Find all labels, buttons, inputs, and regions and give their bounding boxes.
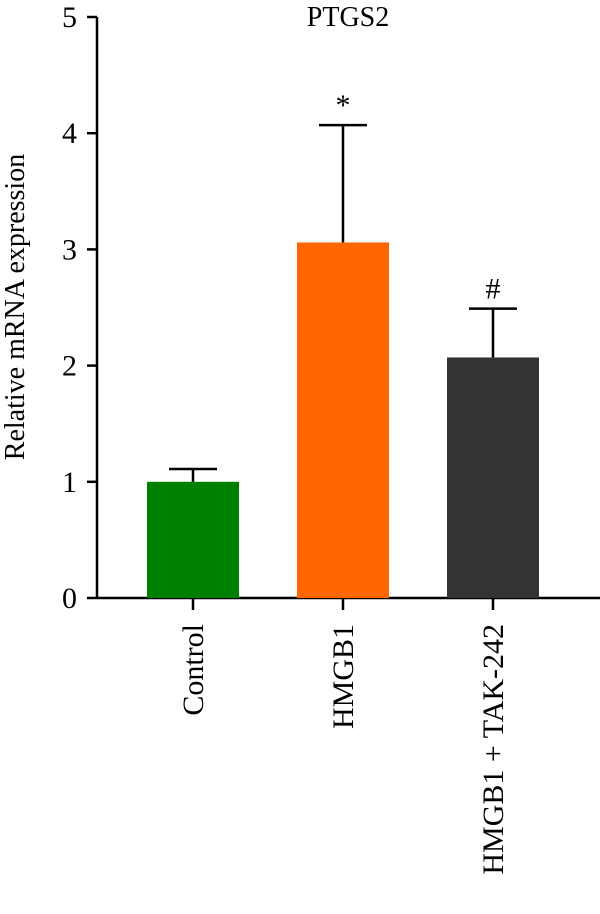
- bar: [147, 481, 239, 598]
- x-axis-ticks: Control HMGB1 HMGB1 + TAK-242: [177, 598, 510, 875]
- y-tick-label: 1: [62, 466, 77, 499]
- bars-group: [147, 242, 539, 599]
- significance-marker: *: [336, 89, 351, 122]
- y-axis-label: Relative mRNA expression: [0, 154, 31, 460]
- error-bars-group: *#: [169, 89, 517, 482]
- y-tick-label: 3: [62, 233, 77, 266]
- bar: [297, 242, 389, 599]
- bar: [447, 357, 539, 598]
- x-tick-label: Control: [177, 624, 210, 716]
- y-tick-label: 4: [62, 117, 77, 150]
- y-tick-label: 5: [62, 1, 77, 34]
- y-tick-label: 2: [62, 350, 77, 383]
- x-tick-label: HMGB1: [327, 624, 360, 729]
- y-tick-label: 0: [62, 582, 77, 615]
- chart-title: PTGS2: [307, 2, 389, 33]
- x-tick-label: HMGB1 + TAK-242: [477, 624, 510, 875]
- significance-marker: #: [486, 273, 501, 306]
- y-axis-ticks: 0 1 2 3 4 5: [62, 1, 97, 615]
